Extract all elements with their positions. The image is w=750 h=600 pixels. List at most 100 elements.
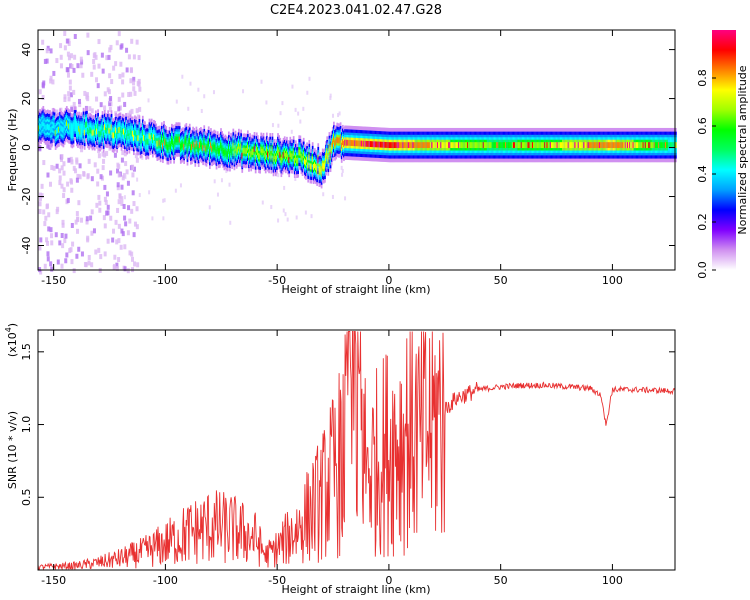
spectrogram-noise-cell [109,170,113,176]
spectrogram-cell [375,141,378,148]
spectrogram-cell [118,127,121,133]
spectrogram-y-tick-label: -40 [20,237,33,255]
spectrogram-cell [272,156,275,163]
spectrogram-noise-cell [116,168,120,174]
spectrogram-cell [591,142,593,149]
spectrogram-cell [462,142,465,149]
spectrogram-noise-cell [70,222,74,228]
spectrogram-cell [298,149,301,156]
spectrogram-cell [302,152,305,158]
spectrogram-cell [245,147,248,154]
spectrogram-cell [644,142,647,149]
spectrogram-cell [134,129,136,136]
spectrogram-cell [521,142,524,149]
spectrogram-noise-cell [124,161,128,167]
spectrogram-cell [632,142,635,149]
spectrogram-cell [571,142,573,149]
spectrogram-cell [656,142,658,149]
spectrogram-cell [500,142,503,149]
spectrogram-cell [108,127,111,134]
spectrogram-cell [248,151,250,158]
spectrogram-noise-cell [109,44,113,50]
spectrogram-cell [480,142,483,149]
spectrogram-noise-cell [79,56,83,62]
spectrogram-cell [432,142,435,149]
spectrogram-noise-cell [86,50,90,56]
spectrogram-cell [463,142,466,149]
spectrogram-cell [667,142,669,149]
spectrogram-noise-cell [45,204,49,210]
spectrogram-noise-cell [127,113,131,119]
spectrogram-cell [407,142,410,149]
spectrogram-cell [220,142,222,149]
spectrogram-cell [334,140,336,147]
spectrogram-cell [606,142,609,149]
spectrogram-noise-cell [54,232,58,238]
spectrogram-cell [305,159,307,166]
spectrogram-cell [97,123,99,130]
spectrogram-cell [660,142,663,149]
spectrogram-noise-cell [80,217,84,223]
spectrogram-cell [84,121,87,128]
spectrogram-cell [349,140,352,146]
spectrogram-noise-cell [42,80,46,86]
spectrogram-noise-cell [38,208,42,214]
spectrogram-cell [377,141,380,148]
spectrogram-cell [274,155,277,162]
spectrogram-cell [101,125,104,132]
spectrogram-noise-cell [97,63,101,69]
spectrogram-cell [568,142,571,149]
spectrogram-noise-cell [102,114,106,120]
spectrogram-cell [482,142,485,149]
spectrogram-noise-cell [277,218,280,223]
spectrogram-cell [578,142,581,149]
spectrogram-cell [216,145,219,152]
spectrogram-cell [623,142,626,149]
spectrogram-cell [461,142,464,149]
spectrogram-cell [592,142,595,149]
spectrogram-noise-cell [120,184,124,190]
spectrogram-noise-cell [189,81,192,86]
spectrogram-noise-cell [229,220,232,225]
spectrogram-cell [561,142,563,149]
spectrogram-cell [373,141,375,148]
spectrogram-noise-cell [299,119,302,124]
spectrogram-cell [179,143,182,150]
spectrogram-noise-cell [175,99,178,104]
spectrogram-cell [83,129,86,136]
spectrogram-cell [529,142,532,149]
spectrogram-noise-cell [130,256,134,262]
colorbar-tick-label: 0.2 [696,213,709,231]
spectrogram-cell [662,142,665,149]
spectrogram-noise-cell [61,222,65,228]
spectrogram-cell [600,142,602,149]
spectrogram-noise-cell [100,52,104,58]
spectrogram-noise-cell [103,152,107,158]
spectrogram-noise-cell [50,233,54,239]
spectrogram-noise-cell [105,150,109,156]
spectrogram-noise-cell [138,193,141,198]
spectrogram-noise-cell [46,172,50,178]
spectrogram-cell [604,142,607,149]
spectrogram-noise-cell [281,101,284,106]
spectrogram-cell [316,165,318,172]
spectrogram-cell [619,142,621,149]
spectrogram-cell [616,142,619,149]
spectrogram-cell [442,142,445,149]
spectrogram-noise-cell [340,165,343,170]
spectrogram-cell [109,129,112,136]
spectrogram-cell [569,142,572,149]
spectrogram-cell [336,136,339,143]
spectrogram-cell [624,142,627,149]
spectrogram-cell [107,124,110,131]
spectrogram-cell [563,142,565,149]
spectrogram-noise-cell [67,157,71,163]
spectrogram-cell [566,142,569,149]
spectrogram-cell [385,141,388,148]
spectrogram-cell [504,142,506,149]
spectrogram-cell [215,149,218,156]
spectrogram-noise-cell [302,106,305,111]
spectrogram-cell [605,142,608,149]
spectrogram-cell [638,142,640,149]
colorbar: 0.0 0.2 0.4 0.6 0.8 Normalized spectral ampl… [696,30,749,279]
